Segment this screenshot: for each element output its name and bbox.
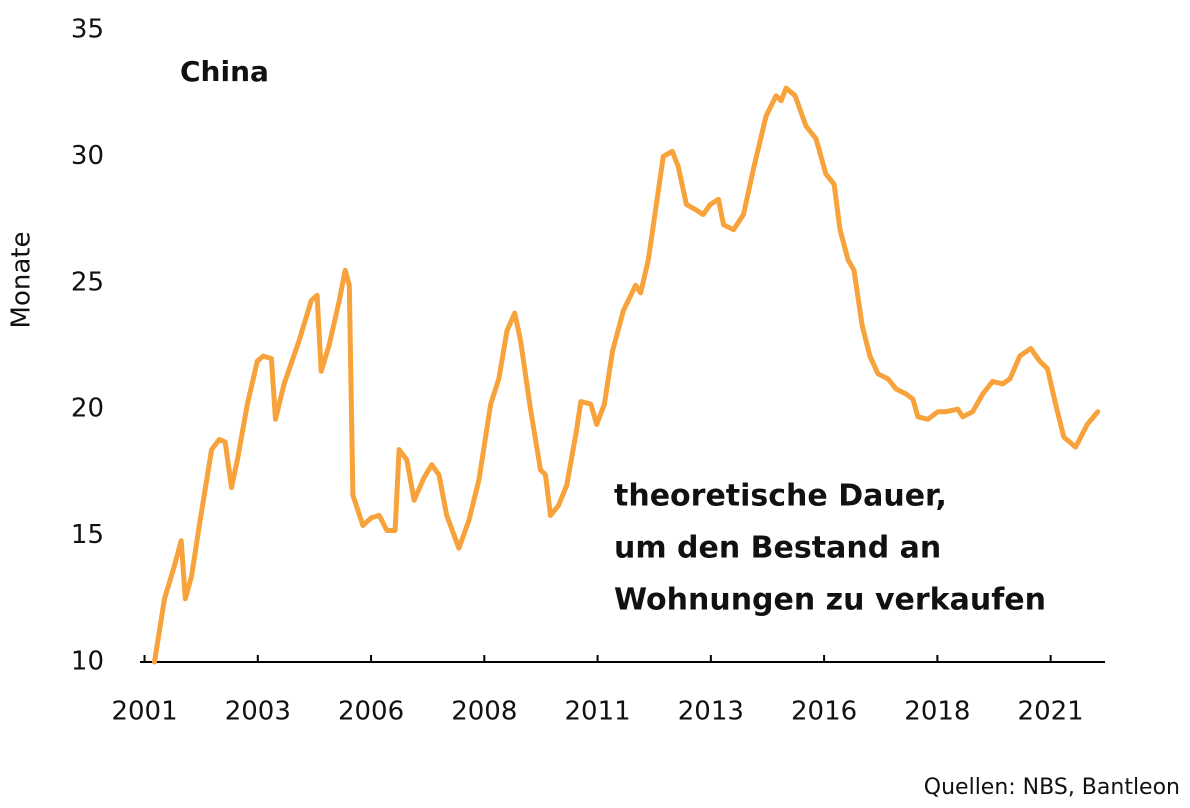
annotation: um den Bestand an [614, 531, 941, 566]
annotation: Wohnungen zu verkaufen [614, 583, 1046, 618]
y-tick-label: 30 [71, 141, 104, 171]
y-axis-label: Monate [7, 232, 37, 329]
x-tick-label: 2018 [904, 697, 970, 727]
x-tick-label: 2006 [338, 697, 404, 727]
x-tick-label: 2016 [791, 697, 857, 727]
y-tick-label: 25 [71, 267, 104, 297]
x-tick-label: 2021 [1018, 697, 1084, 727]
source: Quellen: NBS, Bantleon [924, 775, 1180, 800]
y-tick-label: 20 [71, 394, 104, 424]
x-tick-label: 2008 [451, 697, 517, 727]
y-tick-label: 10 [71, 647, 104, 677]
y-tick-label: 15 [71, 520, 104, 550]
x-tick-label: 2001 [111, 697, 177, 727]
x-tick-label: 2011 [564, 697, 630, 727]
x-tick-label: 2013 [678, 697, 744, 727]
annotation: theoretische Dauer, [614, 479, 947, 514]
y-tick-label: 35 [71, 15, 104, 45]
x-tick-label: 2003 [225, 697, 291, 727]
chart-title: China [180, 55, 269, 88]
data-line [152, 85, 1101, 665]
